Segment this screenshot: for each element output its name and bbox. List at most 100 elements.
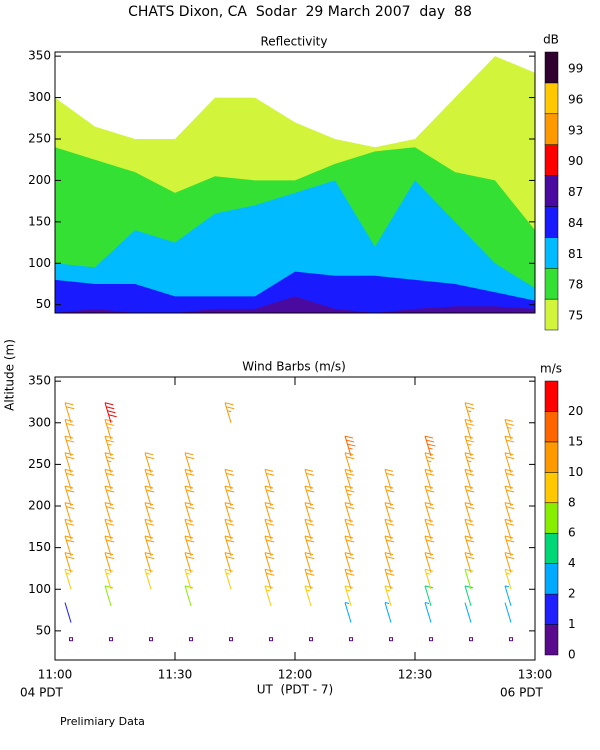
colorbar-title: dB (543, 33, 559, 47)
colorbar-swatch (544, 144, 559, 176)
wind-barb (424, 468, 435, 490)
colorbar-swatch (544, 82, 559, 115)
barb-staff (104, 452, 112, 473)
barb-feather (346, 556, 355, 560)
wind-barb (504, 535, 515, 557)
barb-feather (306, 556, 315, 560)
barb-staff (424, 535, 432, 557)
barb-staff (64, 419, 72, 440)
colorbar-label: 15 (568, 434, 583, 448)
wind-barb (384, 468, 395, 490)
colorbar-swatch (544, 237, 559, 269)
barb-staff (384, 519, 392, 540)
barb-feather (506, 456, 515, 460)
colorbar-swatch (544, 206, 559, 238)
barb-feather (504, 585, 510, 588)
wind-barb (269, 637, 273, 642)
barb-feather (466, 539, 475, 543)
barb-feather (104, 485, 114, 489)
barb-staff (144, 519, 152, 540)
wind-barb (144, 518, 155, 540)
colorbar-label: 10 (568, 465, 583, 479)
barb-feather (344, 552, 354, 556)
barb-feather (106, 472, 115, 476)
barb-feather (384, 602, 390, 605)
wind-barb (264, 552, 275, 573)
barb-staff (424, 552, 432, 573)
colorbar-label: 84 (568, 216, 583, 230)
barb-feather (304, 568, 314, 572)
wind-barb (224, 502, 235, 523)
wind-barb (504, 552, 515, 573)
barb-feather (504, 468, 514, 472)
wind-barb (424, 435, 436, 457)
colorbar-title: m/s (540, 362, 562, 376)
barb-feather (144, 568, 154, 572)
y-tick-label: 150 (28, 540, 51, 554)
barb-staff (424, 469, 432, 490)
barb-staff (344, 469, 352, 490)
calm-marker (309, 637, 313, 642)
barb-feather (104, 518, 114, 522)
barb-feather (346, 522, 355, 526)
barb-staff (224, 502, 232, 523)
wind-barb (344, 502, 355, 523)
colorbar-swatch (544, 113, 559, 145)
barb-feather (386, 489, 395, 493)
barb-staff (144, 469, 152, 490)
barb-staff (144, 452, 152, 473)
barb-feather (384, 535, 394, 539)
barb-feather (304, 468, 314, 472)
barb-feather (304, 552, 314, 556)
barb-staff (464, 552, 472, 573)
barb-feather (104, 452, 114, 456)
barb-feather (107, 460, 112, 463)
wind-barb (344, 535, 355, 557)
start-note: 04 PDT (20, 686, 64, 700)
barb-staff (504, 519, 512, 540)
barb-feather (266, 556, 275, 560)
barb-feather (464, 452, 474, 456)
barb-feather (106, 439, 115, 443)
wind-barb (344, 435, 356, 457)
barb-feather (226, 539, 235, 543)
barb-staff (504, 435, 512, 457)
barb-staff (424, 452, 432, 473)
barb-staff (304, 469, 312, 490)
y-tick-label: 300 (28, 90, 51, 104)
x-tick-label: 13:00 (518, 668, 553, 682)
barb-feather (466, 406, 475, 410)
barb-feather (64, 518, 74, 522)
wind-barb (104, 518, 115, 540)
calm-marker (69, 637, 73, 642)
colorbar-label: 75 (568, 309, 583, 323)
barb-feather (227, 410, 232, 413)
barb-staff (344, 485, 352, 507)
barb-feather (144, 502, 154, 506)
barb-staff (384, 469, 392, 490)
barb-staff (184, 502, 192, 523)
barb-feather (104, 585, 114, 589)
barb-feather (428, 447, 433, 450)
barb-feather (224, 518, 234, 522)
colorbar-swatch (544, 298, 559, 331)
barb-feather (264, 535, 274, 539)
barb-feather (184, 568, 194, 572)
wind-barb (344, 585, 354, 607)
barb-staff (504, 569, 512, 590)
barb-feather (346, 572, 355, 576)
wind-barb (104, 568, 114, 590)
barb-feather (506, 472, 515, 476)
wind-barb (104, 468, 115, 490)
x-tick-label: 12:30 (398, 668, 433, 682)
barb-staff (104, 569, 112, 590)
wind-barb (104, 485, 115, 507)
colorbar-label: 99 (568, 61, 583, 75)
wind-barb (224, 552, 235, 573)
wind-barb (64, 552, 75, 573)
barb-staff (344, 519, 352, 540)
barb-staff (504, 602, 512, 623)
barb-feather (146, 539, 155, 543)
wind-barb (464, 552, 475, 573)
barb-feather (64, 502, 74, 506)
